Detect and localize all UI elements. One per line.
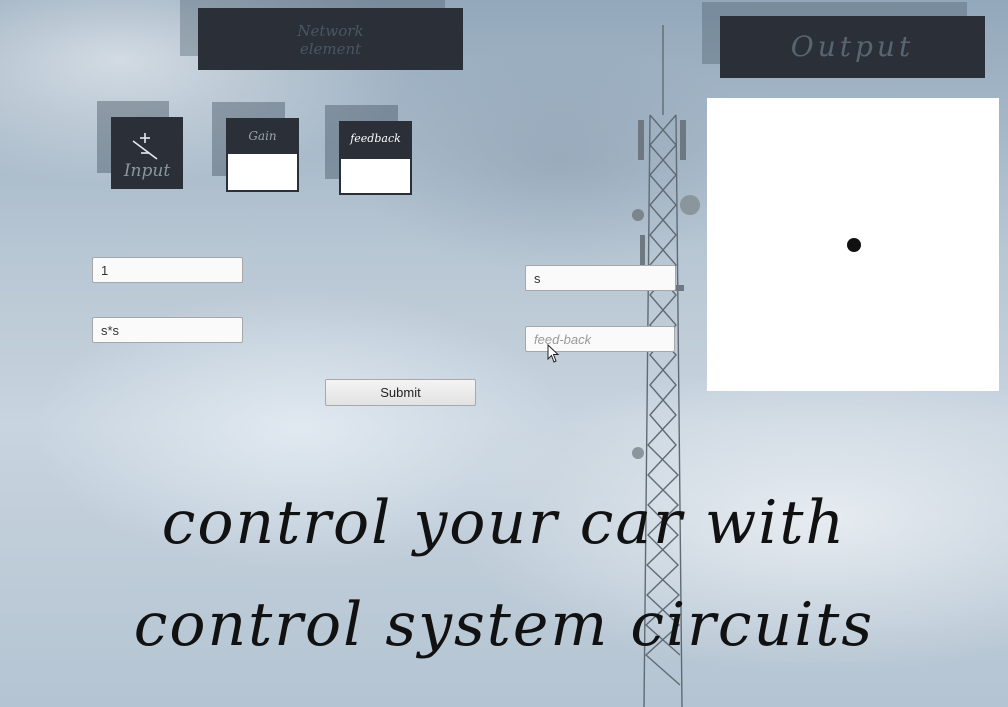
output-canvas[interactable] bbox=[707, 98, 999, 391]
gain-tile-label: Gain bbox=[248, 129, 277, 143]
input-expression-input[interactable] bbox=[92, 317, 243, 343]
output-panel-header: Output bbox=[720, 16, 985, 78]
network-element-panel: Network element bbox=[198, 8, 463, 70]
output-title: Output bbox=[790, 30, 915, 63]
feedback-tile-label: feedback bbox=[350, 132, 401, 145]
gain-value-input[interactable] bbox=[92, 257, 243, 283]
tagline-line-1: control your car with bbox=[161, 488, 847, 558]
tagline-line-2: control system circuits bbox=[133, 590, 875, 660]
sum-junction-icon bbox=[132, 133, 158, 160]
input-tile-label: Input bbox=[123, 161, 171, 181]
cell-tower-image bbox=[632, 25, 700, 707]
feedback-tile[interactable]: feedback bbox=[339, 121, 412, 195]
mouse-cursor-icon bbox=[547, 344, 560, 363]
network-element-title: Network element bbox=[297, 22, 364, 58]
submit-button[interactable]: Submit bbox=[325, 379, 476, 406]
forward-path-input[interactable] bbox=[525, 265, 676, 291]
car-position-dot bbox=[847, 238, 861, 252]
gain-tile[interactable]: Gain bbox=[226, 118, 299, 192]
input-tile[interactable]: Input bbox=[111, 117, 183, 189]
